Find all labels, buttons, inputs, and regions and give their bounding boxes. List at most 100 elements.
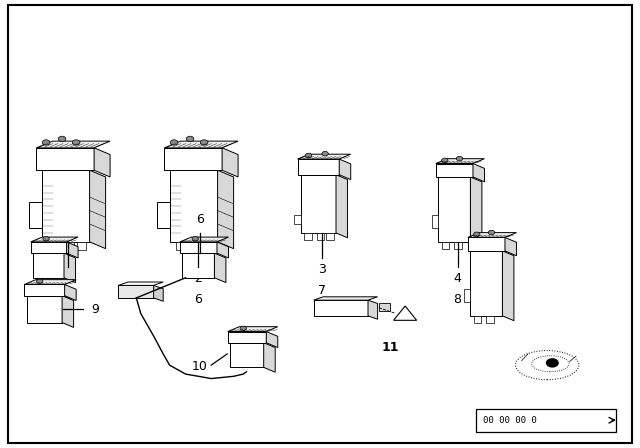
Circle shape [456,156,463,161]
Polygon shape [222,148,238,177]
Circle shape [200,140,208,145]
Polygon shape [214,253,226,283]
Polygon shape [64,242,74,250]
Polygon shape [505,237,516,256]
Polygon shape [42,170,90,242]
Polygon shape [154,285,163,302]
Circle shape [442,158,448,163]
Polygon shape [394,306,417,320]
Polygon shape [77,242,86,250]
FancyBboxPatch shape [476,409,616,432]
Polygon shape [36,148,94,170]
Polygon shape [31,237,78,242]
Polygon shape [164,141,238,148]
Polygon shape [118,285,154,298]
Circle shape [43,237,49,241]
Polygon shape [464,289,470,302]
Circle shape [186,136,194,142]
Polygon shape [301,175,336,233]
Circle shape [42,140,50,145]
Polygon shape [336,175,348,238]
Text: 10: 10 [192,360,208,373]
Text: 9: 9 [91,302,99,316]
Polygon shape [470,251,502,316]
Polygon shape [64,253,76,283]
Polygon shape [442,242,449,249]
Polygon shape [314,297,378,300]
Text: 5: 5 [65,293,72,306]
Circle shape [72,140,80,145]
Polygon shape [176,242,186,250]
Text: 00 00 00 0: 00 00 00 0 [483,416,537,425]
Polygon shape [24,280,76,284]
Polygon shape [264,343,275,372]
Polygon shape [368,300,378,319]
Circle shape [547,359,558,367]
Polygon shape [228,332,266,343]
Polygon shape [468,237,505,251]
Polygon shape [486,316,494,323]
Polygon shape [228,327,278,332]
Polygon shape [502,251,514,321]
Circle shape [170,140,178,145]
Polygon shape [192,242,202,250]
Polygon shape [432,215,438,228]
Polygon shape [164,148,222,170]
Polygon shape [36,164,110,170]
Text: 1: 1 [65,272,72,285]
Polygon shape [182,253,214,278]
Polygon shape [48,242,58,250]
Polygon shape [218,170,234,249]
Polygon shape [157,202,170,228]
Polygon shape [62,296,74,327]
Polygon shape [67,242,78,258]
Polygon shape [164,164,238,170]
Polygon shape [326,233,334,240]
Polygon shape [94,148,110,177]
Text: 6: 6 [195,293,202,306]
Text: 2: 2 [195,272,202,285]
Text: 6: 6 [196,213,204,226]
Polygon shape [27,296,62,323]
Polygon shape [118,282,163,285]
Text: 8: 8 [454,293,461,306]
Text: 4: 4 [454,272,461,285]
Circle shape [192,237,198,241]
Circle shape [305,153,312,158]
Circle shape [58,136,66,142]
Polygon shape [470,177,482,247]
Polygon shape [205,242,214,250]
Polygon shape [180,242,217,253]
Text: 7: 7 [318,284,326,297]
Circle shape [240,326,246,331]
Polygon shape [33,253,64,278]
Polygon shape [36,141,110,148]
Polygon shape [438,177,470,242]
Circle shape [36,279,43,284]
Polygon shape [314,300,368,316]
Polygon shape [24,284,65,296]
Circle shape [322,151,328,156]
Polygon shape [304,233,312,240]
Polygon shape [31,242,67,253]
Polygon shape [180,237,228,242]
Polygon shape [436,159,484,164]
Polygon shape [317,233,324,240]
Polygon shape [170,170,218,242]
Polygon shape [339,159,351,180]
Polygon shape [473,164,484,182]
Polygon shape [29,202,42,228]
Polygon shape [436,164,473,177]
Polygon shape [379,303,390,311]
Polygon shape [298,154,351,159]
Polygon shape [217,242,228,258]
Polygon shape [474,316,481,323]
Circle shape [488,230,495,235]
Polygon shape [266,332,278,348]
Circle shape [474,232,480,237]
Polygon shape [298,159,339,175]
Ellipse shape [516,350,579,380]
Polygon shape [230,343,264,367]
Polygon shape [454,242,462,249]
Polygon shape [90,170,106,249]
